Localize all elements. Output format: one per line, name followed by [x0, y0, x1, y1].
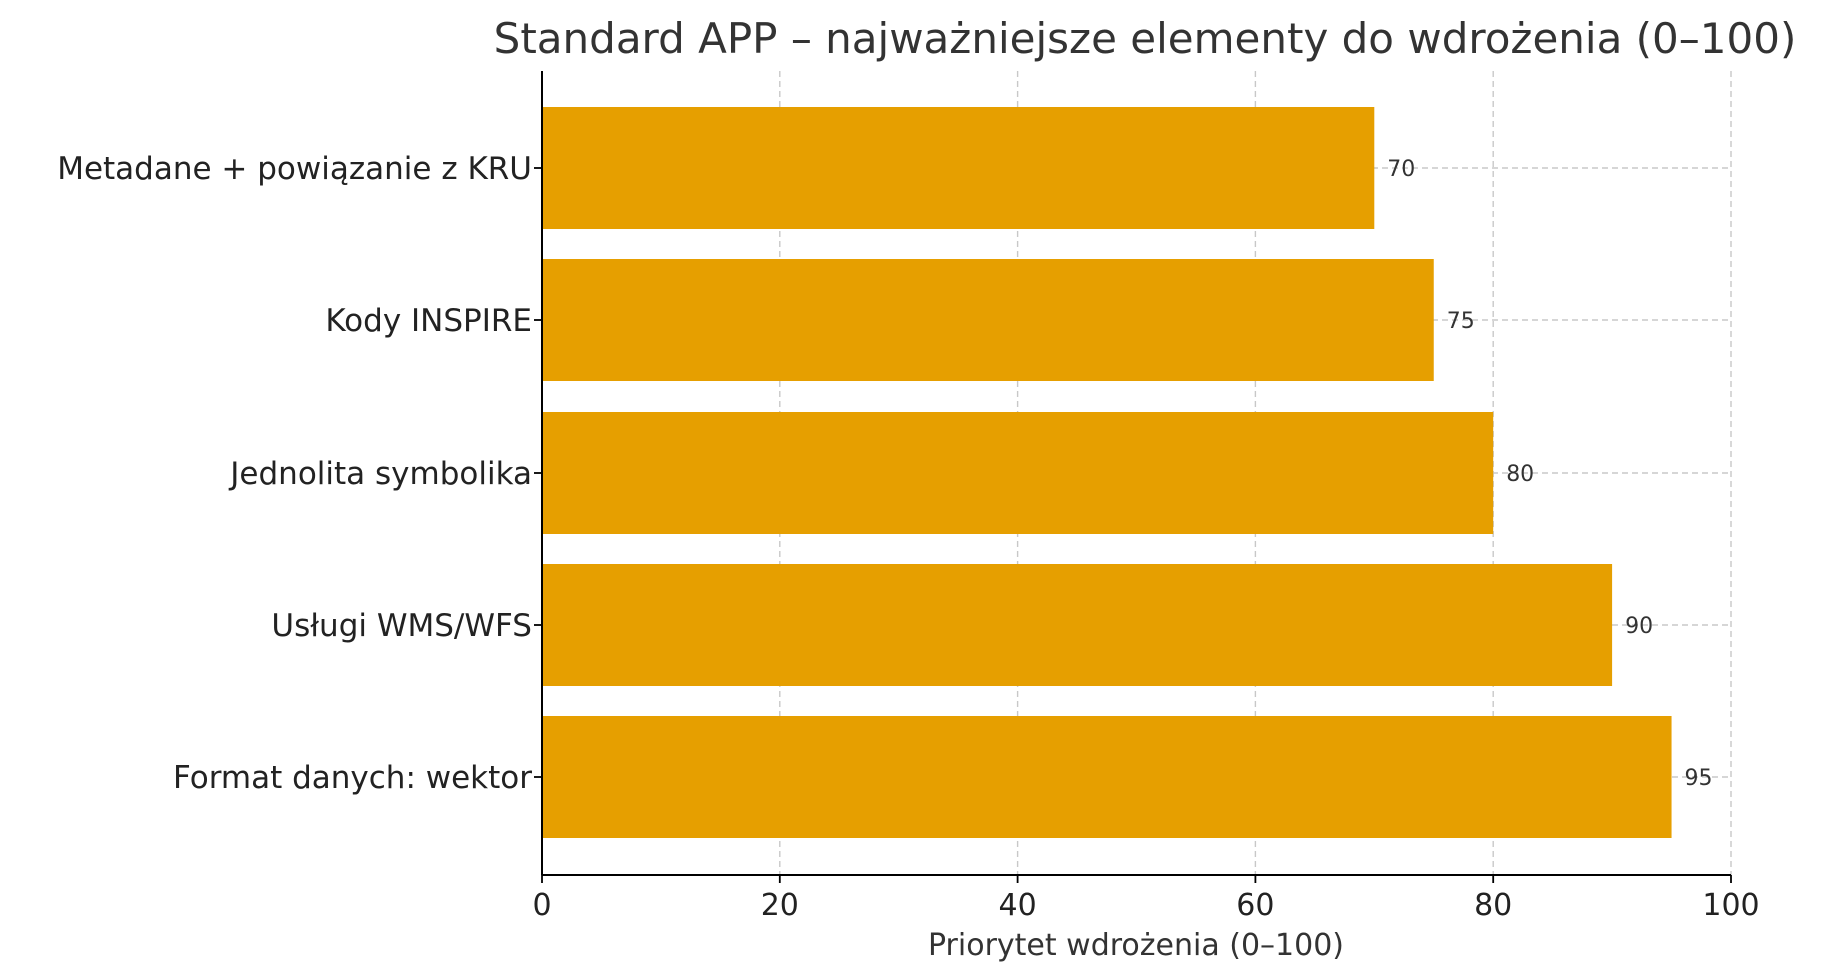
x-tick-label: 80	[1474, 888, 1512, 923]
bar-value-label: 75	[1447, 309, 1475, 334]
chart-title: Standard APP – najważniejsze elementy do…	[494, 14, 1797, 63]
bars	[542, 107, 1672, 838]
bar	[542, 259, 1434, 381]
bar	[542, 412, 1494, 534]
bar-value-label: 80	[1506, 462, 1534, 487]
x-axis-label: Priorytet wdrożenia (0–100)	[928, 928, 1344, 963]
ticks	[534, 167, 1732, 883]
x-tick-label: 20	[761, 888, 799, 923]
y-tick-label: Usługi WMS/WFS	[271, 608, 532, 644]
y-tick-label: Format danych: wektor	[173, 760, 532, 796]
bar	[542, 564, 1613, 686]
y-tick-label: Jednolita symbolika	[228, 456, 532, 492]
y-tick-label: Metadane + powiązanie z KRU	[57, 151, 532, 187]
x-tick-label: 40	[999, 888, 1037, 923]
labels: 70 75 80 90 95 Metadane + powiązanie z KRU Kod…	[57, 151, 1759, 923]
bar-value-label: 90	[1625, 614, 1653, 639]
x-tick-label: 0	[532, 888, 551, 923]
x-tick-label: 60	[1236, 888, 1274, 923]
bar	[542, 716, 1672, 838]
bar	[542, 107, 1375, 229]
y-tick-label: Kody INSPIRE	[325, 303, 532, 339]
bar-value-label: 70	[1387, 157, 1415, 182]
bar-value-label: 95	[1685, 766, 1713, 791]
x-tick-label: 100	[1702, 888, 1759, 923]
